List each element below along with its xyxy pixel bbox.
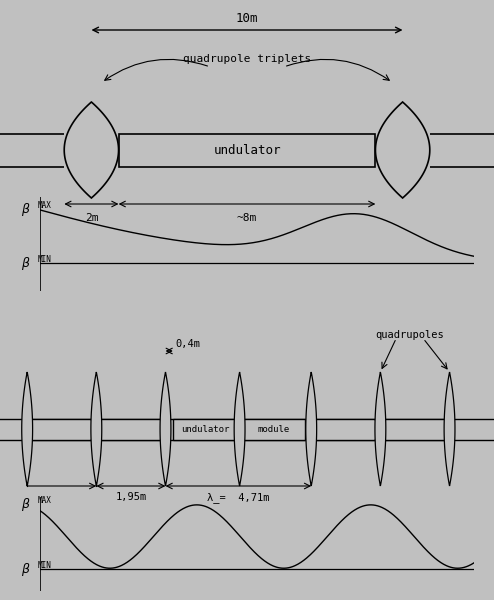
Text: undulator: undulator	[213, 143, 281, 157]
Text: quadrupoles: quadrupoles	[375, 330, 445, 340]
Bar	[33, 419, 90, 439]
Bar	[173, 419, 238, 439]
Polygon shape	[64, 102, 119, 198]
Text: λ_=  4,71m: λ_= 4,71m	[207, 492, 270, 503]
Polygon shape	[234, 372, 245, 486]
Bar	[119, 133, 375, 166]
Text: 0,4m: 0,4m	[175, 340, 201, 349]
Text: $\beta$: $\beta$	[21, 561, 31, 578]
Polygon shape	[22, 372, 33, 486]
Text: quadrupole triplets: quadrupole triplets	[183, 55, 311, 64]
Text: 2m: 2m	[84, 213, 98, 223]
Text: $\beta$: $\beta$	[21, 255, 31, 272]
Polygon shape	[444, 372, 455, 486]
Text: module: module	[257, 425, 289, 433]
Polygon shape	[91, 372, 102, 486]
Bar	[102, 419, 160, 439]
Text: MIN: MIN	[38, 561, 51, 570]
Polygon shape	[306, 372, 317, 486]
Text: $\beta$: $\beta$	[21, 202, 31, 218]
Polygon shape	[160, 372, 171, 486]
Text: ~8m: ~8m	[237, 213, 257, 223]
Text: $\beta$: $\beta$	[21, 496, 31, 514]
Text: MAX: MAX	[38, 202, 51, 211]
Bar	[241, 419, 305, 439]
Text: 1,95m: 1,95m	[115, 492, 147, 502]
Text: 10m: 10m	[236, 13, 258, 25]
Text: MIN: MIN	[38, 255, 51, 264]
Polygon shape	[375, 102, 430, 198]
Text: MAX: MAX	[38, 496, 51, 505]
Bar	[386, 419, 444, 439]
Text: undulator: undulator	[181, 425, 230, 433]
Bar	[317, 419, 374, 439]
Polygon shape	[375, 372, 386, 486]
